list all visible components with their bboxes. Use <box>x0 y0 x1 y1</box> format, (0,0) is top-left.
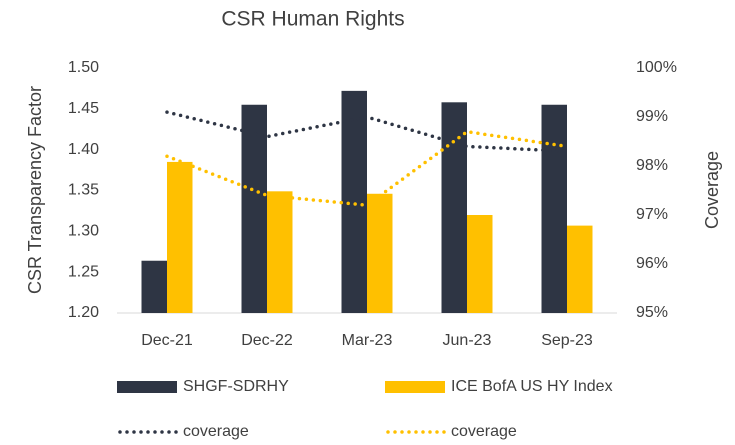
coverage-line <box>165 129 569 208</box>
bar <box>467 215 493 313</box>
y-tick-label: 1.40 <box>68 141 99 158</box>
y-tick-label: 1.25 <box>68 263 99 280</box>
y2-tick-label: 97% <box>636 206 668 223</box>
y2-axis-title: Coverage <box>702 151 722 229</box>
bar <box>241 104 267 313</box>
legend-swatch <box>117 381 177 393</box>
y-tick-label: 1.50 <box>68 59 99 76</box>
x-tick-label: Sep-23 <box>541 332 593 349</box>
y-axis-title: CSR Transparency Factor <box>25 86 45 294</box>
legend-label: ICE BofA US HY Index <box>451 378 613 395</box>
x-tick-label: Dec-21 <box>141 332 193 349</box>
y-tick-label: 1.35 <box>68 182 99 199</box>
bar <box>141 260 167 313</box>
y2-tick-label: 100% <box>636 59 677 76</box>
x-tick-label: Mar-23 <box>342 332 393 349</box>
legend-label: coverage <box>451 423 517 440</box>
legend-label: SHGF-SDRHY <box>183 378 289 395</box>
x-tick-label: Dec-22 <box>241 332 293 349</box>
y-tick-label: 1.45 <box>68 100 99 117</box>
y-tick-label: 1.20 <box>68 304 99 321</box>
bar <box>267 191 293 313</box>
legend-swatch <box>385 381 445 393</box>
bar <box>441 102 467 313</box>
y2-tick-label: 99% <box>636 108 668 125</box>
bar <box>367 193 393 313</box>
bar <box>341 90 367 313</box>
chart-title: CSR Human Rights <box>221 8 404 31</box>
bar <box>167 161 193 313</box>
y2-tick-label: 98% <box>636 157 668 174</box>
x-tick-label: Jun-23 <box>443 332 492 349</box>
legend-label: coverage <box>183 423 249 440</box>
y2-tick-label: 95% <box>636 304 668 321</box>
bar <box>541 104 567 313</box>
y-tick-label: 1.30 <box>68 223 99 240</box>
coverage-line <box>165 110 569 154</box>
y2-tick-label: 96% <box>636 255 668 272</box>
bar <box>567 225 593 313</box>
